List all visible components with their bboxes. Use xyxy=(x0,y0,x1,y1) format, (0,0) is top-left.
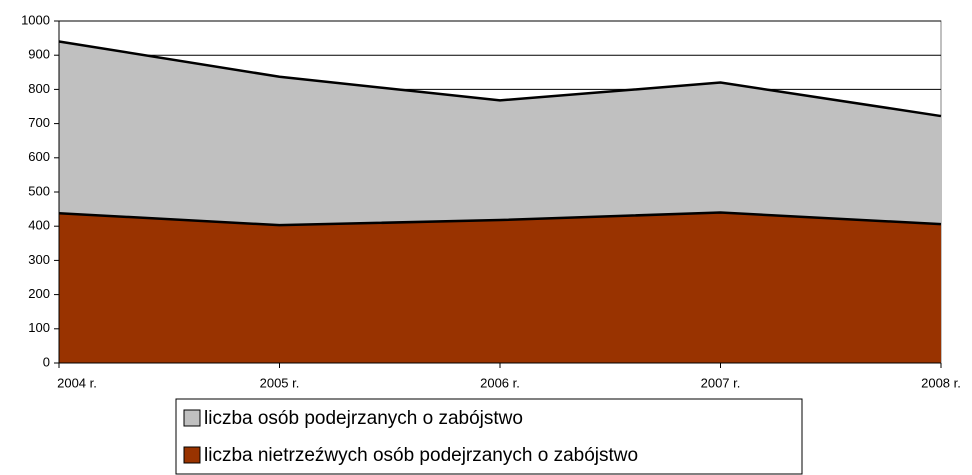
x-tick-label: 2005 r. xyxy=(260,375,300,390)
y-tick-label: 600 xyxy=(28,149,50,164)
x-tick-label: 2006 r. xyxy=(480,375,520,390)
area-line xyxy=(58,211,942,227)
legend-label: liczba nietrzeźwych osób podejrzanych o … xyxy=(204,445,638,466)
legend-box xyxy=(175,398,803,475)
legend-swatch xyxy=(183,446,201,464)
y-tick-label: 1000 xyxy=(21,12,50,27)
y-tick-label: 400 xyxy=(28,218,50,233)
x-tick-label: 2007 r. xyxy=(701,375,741,390)
y-tick-label: 800 xyxy=(28,81,50,96)
y-tick-label: 700 xyxy=(28,115,50,130)
x-tick-label: 2004 r. xyxy=(57,375,97,390)
y-tick-label: 300 xyxy=(28,252,50,267)
y-tick-label: 900 xyxy=(28,47,50,62)
y-tick-label: 0 xyxy=(43,354,50,369)
legend-swatch xyxy=(183,409,201,427)
area xyxy=(59,212,941,363)
x-tick-label: 2008 r. xyxy=(921,375,961,390)
y-tick-label: 200 xyxy=(28,286,50,301)
y-tick-label: 100 xyxy=(28,320,50,335)
y-tick-label: 500 xyxy=(28,183,50,198)
legend-label: liczba osób podejrzanych o zabójstwo xyxy=(204,408,523,429)
area-line xyxy=(58,40,942,118)
